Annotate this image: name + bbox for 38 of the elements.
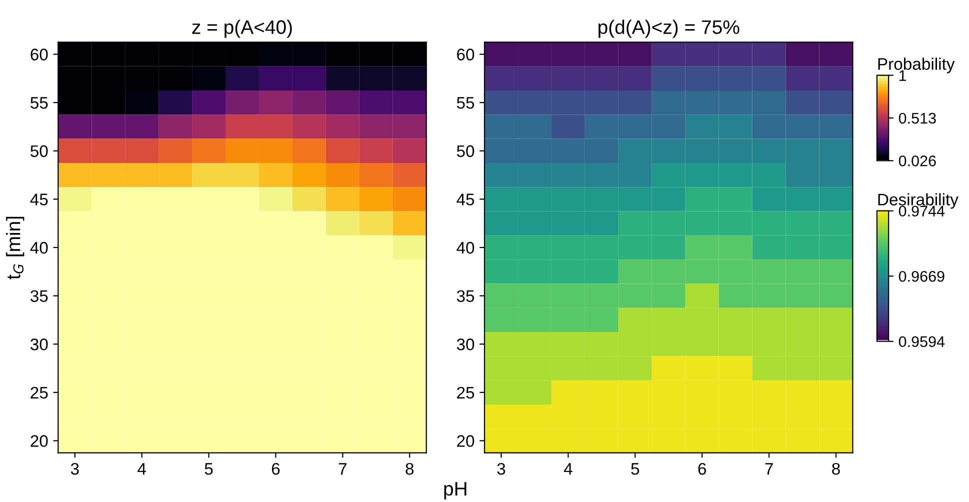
color-bar-label: 0.513 bbox=[898, 112, 936, 124]
x-tick-label: 4 bbox=[138, 463, 146, 475]
y-tick-label: 30 bbox=[30, 338, 48, 350]
chart-title: z = p(A<40) bbox=[192, 20, 292, 38]
color-bar-label: 0.9594 bbox=[898, 336, 945, 348]
chart-title: p(d(A)<z) = 75% bbox=[598, 20, 740, 38]
y-tick-label: 60 bbox=[457, 48, 474, 60]
y-tick-label: 35 bbox=[456, 290, 474, 302]
color-bar-label: 0.026 bbox=[898, 156, 936, 166]
y-tick-label: 45 bbox=[30, 194, 48, 206]
y-tick-label: 25 bbox=[30, 386, 48, 399]
x-tick-label: 5 bbox=[204, 463, 213, 475]
x-tick-label: 6 bbox=[272, 462, 280, 475]
y-tick-label: 45 bbox=[456, 194, 474, 206]
y-tick-label: 20 bbox=[457, 435, 474, 447]
color-bar-label: 0.9669 bbox=[898, 270, 944, 282]
x-tick-label: 4 bbox=[564, 463, 572, 475]
y-tick-label: 55 bbox=[456, 97, 474, 109]
y-tick-label: 55 bbox=[30, 97, 48, 109]
x-tick-label: 7 bbox=[765, 463, 773, 475]
x-tick-label: 3 bbox=[70, 462, 79, 475]
y-tick-label: 20 bbox=[30, 435, 48, 447]
y-tick-label: 50 bbox=[456, 145, 474, 158]
x-axis-title: pH bbox=[444, 482, 466, 500]
x-tick-label: 3 bbox=[497, 462, 506, 475]
y-tick-label: 30 bbox=[456, 338, 474, 350]
x-tick-label: 6 bbox=[698, 462, 706, 475]
x-tick-label: 8 bbox=[406, 462, 414, 475]
y-tick-label: 40 bbox=[456, 242, 474, 254]
y-tick-label: 35 bbox=[30, 290, 48, 302]
x-tick-label: 8 bbox=[832, 462, 840, 475]
x-tick-label: 7 bbox=[338, 463, 346, 475]
y-tick-label: 25 bbox=[457, 386, 474, 399]
y-tick-label: 50 bbox=[30, 145, 48, 158]
x-tick-label: 5 bbox=[631, 463, 640, 475]
y-axis-title: t$_{G}$ [min] bbox=[6, 216, 24, 280]
y-tick-label: 60 bbox=[30, 48, 48, 60]
y-tick-label: 40 bbox=[30, 242, 48, 254]
